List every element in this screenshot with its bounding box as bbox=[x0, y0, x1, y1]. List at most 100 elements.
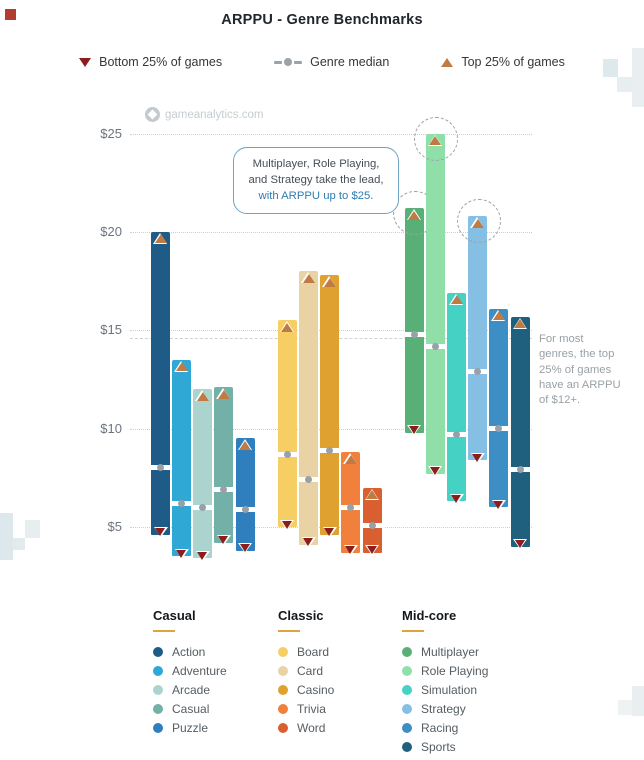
legend-item-label: Role Playing bbox=[421, 663, 489, 678]
bottom25-marker-icon bbox=[197, 551, 208, 560]
bottom25-marker-icon bbox=[155, 528, 165, 537]
legend-item-board: Board bbox=[278, 642, 334, 661]
bar-simulation bbox=[447, 292, 467, 502]
highlight-dashed-circle bbox=[414, 116, 459, 161]
bottom25-marker-icon bbox=[176, 550, 187, 558]
bar-word bbox=[362, 487, 382, 553]
legend-item-action: Action bbox=[153, 642, 227, 661]
top25-marker-icon bbox=[154, 234, 167, 244]
legend-item-strategy: Strategy bbox=[402, 699, 488, 718]
pixel-decoration bbox=[618, 700, 632, 715]
bar-action bbox=[151, 231, 170, 535]
median-marker-dot bbox=[199, 503, 207, 511]
bar-casual bbox=[214, 387, 234, 543]
top25-triangle-icon bbox=[441, 57, 454, 67]
bar-role-playing bbox=[425, 133, 445, 474]
bottom25-marker-icon bbox=[218, 536, 229, 545]
gameanalytics-logo-icon bbox=[145, 107, 160, 122]
bar-board bbox=[277, 320, 297, 527]
median-marker-dot bbox=[474, 368, 482, 376]
legend-top25: Top 25% of games bbox=[441, 55, 565, 69]
bottom25-marker-icon bbox=[451, 494, 462, 503]
bar-casino bbox=[320, 275, 340, 535]
watermark: gameanalytics.com bbox=[145, 107, 263, 122]
bottom25-marker-icon bbox=[472, 453, 483, 462]
legend-color-dot bbox=[278, 722, 288, 733]
median-marker-dot bbox=[347, 503, 355, 511]
pixel-decoration bbox=[632, 48, 644, 107]
legend-color-dot bbox=[402, 741, 412, 752]
bar-multiplayer bbox=[404, 208, 424, 433]
top25-marker-icon bbox=[217, 389, 230, 399]
y-axis-tick-label: $10 bbox=[100, 420, 122, 436]
legend-item-multiplayer: Multiplayer bbox=[402, 642, 488, 661]
legend-color-dot bbox=[153, 665, 163, 676]
legend-item-label: Board bbox=[297, 644, 330, 659]
legend-group-title: Classic bbox=[278, 608, 324, 623]
legend-top25-label: Top 25% of games bbox=[461, 55, 565, 69]
pixel-decoration-red bbox=[5, 9, 16, 20]
bottom25-triangle-icon bbox=[79, 57, 92, 67]
bottom25-marker-icon bbox=[408, 426, 419, 435]
bar-trivia bbox=[341, 452, 361, 553]
legend-bottom25-label: Bottom 25% of games bbox=[99, 55, 223, 69]
callout-highlight-text: with ARPPU up to $25. bbox=[258, 189, 374, 202]
callout-box: Multiplayer, Role Playing, and Strategy … bbox=[233, 147, 399, 215]
legend-item-puzzle: Puzzle bbox=[153, 718, 227, 737]
legend-item-label: Strategy bbox=[421, 701, 466, 716]
legend-item-label: Arcade bbox=[172, 682, 211, 697]
legend-item-label: Casino bbox=[297, 682, 335, 697]
bar-puzzle bbox=[235, 438, 255, 551]
bottom25-marker-icon bbox=[324, 528, 335, 537]
legend-group-underline bbox=[278, 630, 300, 632]
legend-color-dot bbox=[278, 703, 288, 714]
median-marker-dot bbox=[157, 464, 164, 472]
bottom25-marker-icon bbox=[239, 544, 250, 553]
pixel-decoration bbox=[617, 77, 632, 92]
side-note: For most genres, the top 25% of games ha… bbox=[539, 333, 621, 406]
top25-marker-icon bbox=[366, 490, 378, 500]
bar-strategy bbox=[468, 216, 488, 461]
y-axis-tick-label: $20 bbox=[100, 223, 122, 239]
legend-median-label: Genre median bbox=[310, 55, 390, 69]
legend-item-label: Card bbox=[297, 663, 324, 678]
legend-group-title: Casual bbox=[153, 608, 196, 623]
legend-item-word: Word bbox=[278, 718, 334, 737]
legend-color-dot bbox=[278, 684, 288, 695]
median-marker-dot bbox=[178, 499, 186, 507]
marker-legend: Bottom 25% of games Genre median Top 25%… bbox=[0, 55, 644, 69]
y-axis-tick-label: $25 bbox=[100, 125, 122, 141]
legend-group-mid-core: Mid-core Multiplayer Role Playing Simulatio… bbox=[402, 608, 488, 756]
top25-marker-icon bbox=[514, 319, 527, 329]
y-axis-tick-label: $15 bbox=[100, 322, 122, 338]
bar-card bbox=[299, 271, 319, 545]
top25-marker-icon bbox=[302, 273, 315, 283]
legend-color-dot bbox=[153, 684, 163, 695]
top25-marker-icon bbox=[196, 391, 209, 401]
legend-item-card: Card bbox=[278, 661, 334, 680]
legend-item-label: Adventure bbox=[172, 663, 227, 678]
legend-item-label: Multiplayer bbox=[421, 644, 480, 659]
bottom25-marker-icon bbox=[429, 467, 440, 476]
legend-item-label: Racing bbox=[421, 720, 459, 735]
bottom25-marker-icon bbox=[281, 520, 292, 529]
pixel-decoration bbox=[632, 686, 644, 716]
legend-item-role-playing: Role Playing bbox=[402, 661, 488, 680]
bar-adventure bbox=[172, 359, 192, 557]
median-marker-dot bbox=[305, 476, 313, 484]
legend-item-trivia: Trivia bbox=[278, 699, 334, 718]
gridline bbox=[130, 133, 532, 135]
legend-median: Genre median bbox=[274, 55, 389, 69]
legend-item-adventure: Adventure bbox=[153, 661, 227, 680]
top25-marker-icon bbox=[450, 295, 463, 305]
bar-arcade bbox=[193, 389, 213, 559]
legend-color-dot bbox=[278, 665, 288, 676]
top25-marker-icon bbox=[492, 311, 505, 321]
top25-marker-icon bbox=[344, 454, 357, 464]
top25-marker-icon bbox=[175, 362, 188, 372]
legend-item-label: Puzzle bbox=[172, 720, 209, 735]
bottom25-marker-icon bbox=[514, 540, 525, 549]
legend-item-casino: Casino bbox=[278, 680, 334, 699]
legend-item-label: Simulation bbox=[421, 682, 478, 697]
median-marker-dot bbox=[453, 431, 461, 439]
